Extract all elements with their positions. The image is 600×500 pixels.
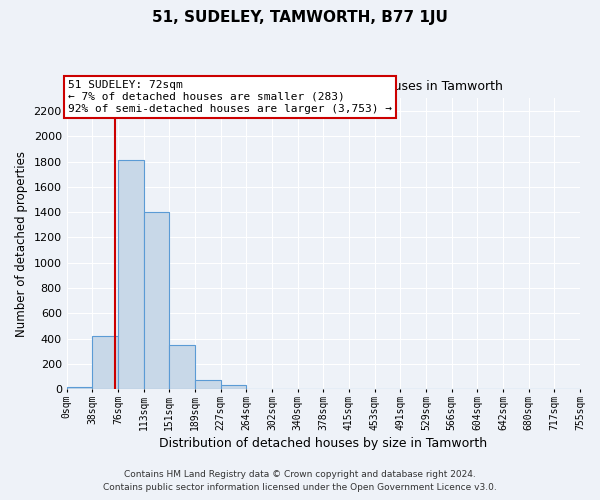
Bar [92, 336, 118, 389]
Title: Size of property relative to detached houses in Tamworth: Size of property relative to detached ho… [144, 80, 503, 93]
Text: 51, SUDELEY, TAMWORTH, B77 1JU: 51, SUDELEY, TAMWORTH, B77 1JU [152, 10, 448, 25]
Bar [118, 160, 143, 389]
Bar [143, 212, 169, 389]
Bar [67, 388, 92, 389]
Bar [169, 345, 195, 389]
Bar [221, 386, 247, 389]
Text: Contains HM Land Registry data © Crown copyright and database right 2024.
Contai: Contains HM Land Registry data © Crown c… [103, 470, 497, 492]
Bar [247, 388, 272, 389]
X-axis label: Distribution of detached houses by size in Tamworth: Distribution of detached houses by size … [159, 437, 487, 450]
Text: 51 SUDELEY: 72sqm
← 7% of detached houses are smaller (283)
92% of semi-detached: 51 SUDELEY: 72sqm ← 7% of detached house… [68, 80, 392, 114]
Bar [195, 380, 221, 389]
Y-axis label: Number of detached properties: Number of detached properties [15, 151, 28, 337]
